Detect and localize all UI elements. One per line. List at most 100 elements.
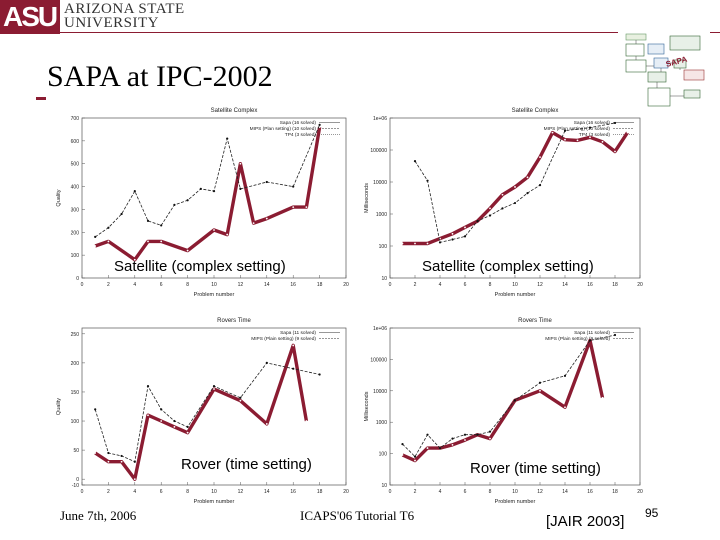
- x-tick-label: 14: [264, 489, 270, 495]
- data-point: [438, 446, 442, 450]
- data-point: [226, 233, 229, 236]
- citation: [JAIR 2003]: [546, 513, 625, 530]
- data-point: [526, 191, 529, 195]
- legend-entry: Sapa (16 solved): [280, 120, 317, 126]
- logo-text: ASU: [3, 1, 58, 32]
- data-point: [186, 431, 189, 434]
- y-tick-label: 100: [71, 253, 80, 259]
- data-point: [551, 131, 554, 134]
- data-point: [426, 447, 429, 449]
- y-tick-label: 100000: [370, 148, 387, 154]
- data-point: [120, 212, 123, 216]
- data-point: [94, 452, 97, 454]
- x-tick-label: 14: [264, 282, 270, 288]
- chart-satellite-time: Satellite Complex 0 2 4 6 8 10 12 14 16 18 20 10 100 1…: [364, 108, 643, 298]
- chart-label-rover-1: Rover (time setting): [181, 456, 312, 473]
- chart-title: Satellite Complex: [512, 108, 559, 114]
- y-tick-label: 100: [71, 419, 80, 425]
- data-point: [451, 232, 454, 235]
- data-point: [564, 138, 566, 141]
- asu-logo: ASU: [0, 0, 60, 34]
- y-tick-label: 10000: [373, 389, 387, 395]
- data-point: [94, 408, 97, 411]
- x-tick-label: 20: [637, 282, 643, 288]
- x-tick-label: 18: [612, 282, 618, 288]
- data-point: [539, 389, 541, 392]
- data-point: [107, 226, 110, 229]
- data-point: [212, 385, 216, 388]
- data-point: [514, 186, 516, 188]
- x-tick-label: 4: [439, 282, 442, 288]
- x-tick-label: 8: [489, 282, 492, 288]
- x-tick-label: 2: [107, 282, 110, 288]
- title-bullet: [36, 97, 46, 100]
- x-tick-label: 0: [81, 282, 84, 288]
- data-point: [476, 433, 479, 436]
- chart-rover-time: Rovers Time 0 2 4 6 8 10 12 14 16 18 20 10 100 1000 100…: [364, 318, 643, 505]
- data-point: [107, 240, 110, 243]
- data-point: [413, 159, 417, 163]
- data-point: [476, 219, 479, 223]
- y-tick-label: 0: [76, 276, 79, 282]
- x-tick-label: 4: [439, 489, 442, 495]
- series-line-mips: [94, 362, 320, 463]
- x-tick-label: 12: [537, 282, 543, 288]
- series-line-mips: [414, 122, 616, 243]
- data-point: [318, 123, 321, 126]
- data-point: [451, 437, 454, 440]
- data-point: [146, 385, 150, 388]
- data-point: [563, 374, 567, 377]
- data-point: [489, 207, 491, 210]
- x-tick-label: 2: [414, 489, 417, 495]
- data-point: [489, 437, 491, 440]
- y-axis-label: Quality: [56, 398, 62, 415]
- y-tick-label: 400: [71, 185, 80, 191]
- data-point: [120, 454, 123, 458]
- y-tick-label: 100: [379, 244, 388, 250]
- data-point: [226, 137, 229, 140]
- x-axis-label: Problem number: [194, 292, 235, 298]
- data-point: [292, 206, 295, 209]
- data-point: [488, 214, 492, 217]
- data-point: [133, 460, 136, 463]
- data-point: [401, 454, 404, 456]
- series-line-sapa: [402, 130, 629, 246]
- data-point: [438, 241, 442, 244]
- x-tick-label: 8: [186, 489, 189, 495]
- x-tick-label: 12: [537, 489, 543, 495]
- data-point: [160, 224, 163, 227]
- x-tick-label: 20: [343, 489, 349, 495]
- data-point: [513, 399, 517, 402]
- university-name: Arizona State University: [64, 2, 185, 31]
- chart-rover-quality: Rovers Time 0 2 4 6 8 10 12 14 16 18 20 -100 50 100 150…: [56, 318, 349, 505]
- chart-label-satellite-1: Satellite (complex setting): [114, 258, 286, 275]
- data-point: [133, 190, 136, 193]
- y-tick-label: 100: [379, 452, 388, 458]
- x-tick-label: 16: [290, 282, 296, 288]
- data-point: [239, 399, 242, 402]
- data-point: [265, 361, 268, 364]
- header: ASU Arizona State University: [0, 0, 720, 34]
- x-tick-label: 12: [238, 282, 244, 288]
- legend-entry: TP4 (3 solved): [285, 132, 317, 138]
- y-tick-label: 10000: [373, 180, 387, 186]
- x-tick-label: 4: [133, 489, 136, 495]
- data-point: [626, 131, 629, 134]
- x-tick-label: 0: [81, 489, 84, 495]
- y-tick-label: 0: [76, 477, 79, 483]
- data-point: [414, 459, 416, 462]
- data-point: [538, 381, 542, 384]
- data-point: [613, 121, 617, 125]
- x-tick-label: 14: [562, 489, 568, 495]
- x-tick-label: 14: [562, 282, 568, 288]
- footer-event: ICAPS'06 Tutorial T6: [300, 508, 415, 523]
- data-point: [173, 419, 176, 423]
- x-tick-label: 18: [317, 489, 323, 495]
- y-tick-label: 250: [71, 332, 80, 338]
- header-rule: [60, 32, 720, 33]
- data-point: [426, 179, 429, 182]
- x-tick-label: 6: [464, 489, 467, 495]
- y-axis-label: Milliseconds: [364, 391, 370, 421]
- data-point: [563, 129, 567, 132]
